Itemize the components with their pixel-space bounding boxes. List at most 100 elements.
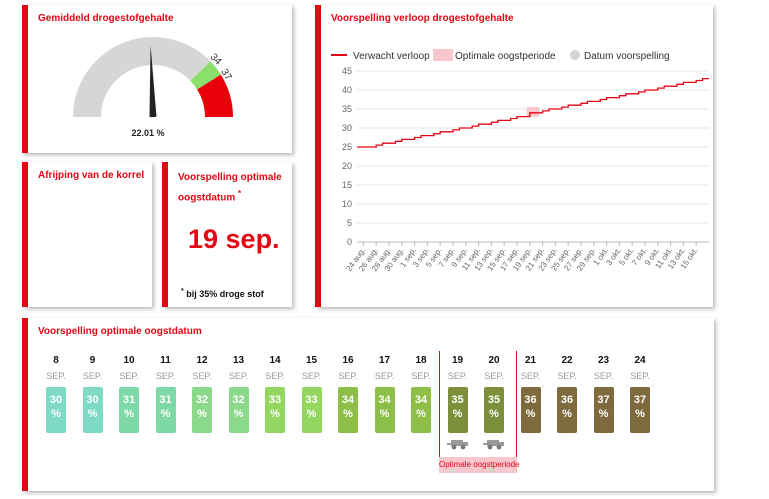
harvest-note-text: bij 35% droge stof	[183, 289, 264, 299]
days-title: Voorspelling optimale oogstdatum	[38, 326, 202, 337]
day-tile: 10 SEP. 31%	[117, 355, 141, 433]
optimal-period-label: Optimale oogstperiode	[439, 457, 520, 473]
gauge-card: Gemiddeld drogestofgehalte 34 37 22.01 %	[22, 5, 292, 153]
day-tile: 19 SEP. 35%	[446, 355, 470, 450]
day-value: 30	[49, 394, 63, 406]
day-number: 9	[89, 355, 96, 366]
harvest-date-card: Voorspelling optimale oogstdatum * 19 se…	[162, 162, 292, 307]
day-value: 30	[86, 394, 99, 406]
day-value-badge: 36%	[520, 387, 541, 433]
day-month: SEP.	[411, 371, 431, 381]
days-card: Voorspelling optimale oogstdatum Optimal…	[22, 318, 714, 491]
day-month: SEP.	[374, 371, 395, 381]
day-tile: 24 SEP. 37%	[628, 355, 652, 433]
y-tick-label: 5	[347, 218, 352, 228]
day-number: 12	[196, 355, 208, 366]
day-value: 34	[414, 394, 428, 406]
day-value-unit: %	[306, 408, 317, 420]
harvest-note-mark: *	[181, 288, 184, 295]
day-number: 20	[488, 355, 500, 366]
day-month: SEP.	[192, 371, 212, 381]
y-tick-label: 45	[342, 66, 352, 76]
day-number: 14	[269, 355, 281, 366]
forecast-card: Voorspelling verloop drogestofgehalte Ve…	[315, 5, 713, 307]
day-value-unit: %	[124, 408, 134, 420]
gauge-red-band	[197, 74, 233, 117]
day-value-badge: 32%	[192, 387, 212, 433]
day-value-unit: %	[452, 408, 463, 420]
day-value-unit: %	[416, 408, 426, 420]
ripening-card: Afrijping van de korrel	[22, 162, 152, 307]
day-month: SEP.	[338, 371, 358, 381]
harvest-title-text: Voorspelling optimale oogstdatum	[178, 172, 282, 204]
y-tick-label: 35	[342, 104, 352, 114]
gauge-value: 22.01 %	[131, 128, 165, 138]
day-month: SEP.	[447, 371, 468, 381]
series-line	[357, 77, 709, 148]
day-number: 8	[53, 355, 59, 366]
day-month: SEP.	[228, 371, 249, 381]
day-value: 36	[560, 394, 574, 406]
day-value-unit: %	[51, 408, 61, 420]
day-number: 21	[524, 355, 537, 366]
day-value-badge: 34%	[411, 387, 431, 433]
day-month: SEP.	[557, 371, 577, 381]
day-tile: 15 SEP. 33%	[300, 355, 324, 433]
day-value-unit: %	[598, 408, 609, 420]
legend-label: Verwacht verloop	[353, 51, 430, 62]
day-value-badge: 30%	[82, 387, 103, 433]
day-value: 34	[378, 394, 391, 406]
y-tick-label: 20	[342, 161, 352, 171]
day-value-badge: 34%	[338, 387, 358, 433]
legend-label: Datum voorspelling	[584, 51, 670, 62]
day-number: 17	[378, 355, 391, 366]
day-value-unit: %	[379, 408, 390, 420]
day-value-unit: %	[562, 408, 572, 420]
day-value: 31	[159, 394, 172, 406]
day-month: SEP.	[82, 371, 103, 381]
day-number: 18	[415, 355, 427, 366]
day-month: SEP.	[46, 371, 66, 381]
harvest-title: Voorspelling optimale oogstdatum *	[178, 170, 293, 206]
day-value-unit: %	[489, 408, 499, 420]
day-value: 32	[232, 394, 245, 406]
day-value-unit: %	[343, 408, 353, 420]
y-tick-label: 10	[342, 199, 352, 209]
day-tile: 13 SEP. 32%	[227, 355, 251, 433]
day-value-unit: %	[233, 408, 244, 420]
forecast-chart: Verwacht verloop Optimale oogstperiode Dat…	[331, 49, 709, 273]
day-value-badge: 31%	[119, 387, 139, 433]
day-value-badge: 34%	[374, 387, 395, 433]
day-value-unit: %	[160, 408, 171, 420]
day-tile: 16 SEP. 34%	[336, 355, 360, 433]
gauge-green-band	[190, 61, 221, 90]
y-tick-label: 15	[342, 180, 352, 190]
day-value-badge: 31%	[155, 387, 176, 433]
day-value: 35	[487, 394, 501, 406]
day-month: SEP.	[593, 371, 614, 381]
day-tile: 21 SEP. 36%	[519, 355, 543, 433]
day-tile: 14 SEP. 33%	[263, 355, 287, 433]
y-tick-label: 0	[347, 237, 352, 247]
harvest-title-mark: *	[238, 189, 242, 198]
day-month: SEP.	[119, 371, 139, 381]
day-value-badge: 33%	[265, 387, 285, 433]
day-month: SEP.	[630, 371, 650, 381]
day-number: 22	[561, 355, 573, 366]
day-month: SEP.	[265, 371, 285, 381]
harvest-date: 19 sep.	[188, 224, 280, 254]
day-value: 37	[633, 394, 647, 406]
day-number: 19	[451, 355, 464, 366]
day-tile: 18 SEP. 34%	[409, 355, 433, 433]
day-tile: 17 SEP. 34%	[373, 355, 397, 433]
legend-label: Optimale oogstperiode	[455, 51, 556, 62]
day-number: 11	[160, 355, 171, 366]
day-value-unit: %	[197, 408, 207, 420]
legend-rect-icon	[433, 49, 453, 61]
day-number: 16	[342, 355, 354, 366]
day-number: 24	[634, 355, 646, 366]
optimal-period-box	[439, 351, 517, 473]
day-value-unit: %	[87, 408, 98, 420]
day-month: SEP.	[155, 371, 176, 381]
day-value: 32	[195, 394, 209, 406]
